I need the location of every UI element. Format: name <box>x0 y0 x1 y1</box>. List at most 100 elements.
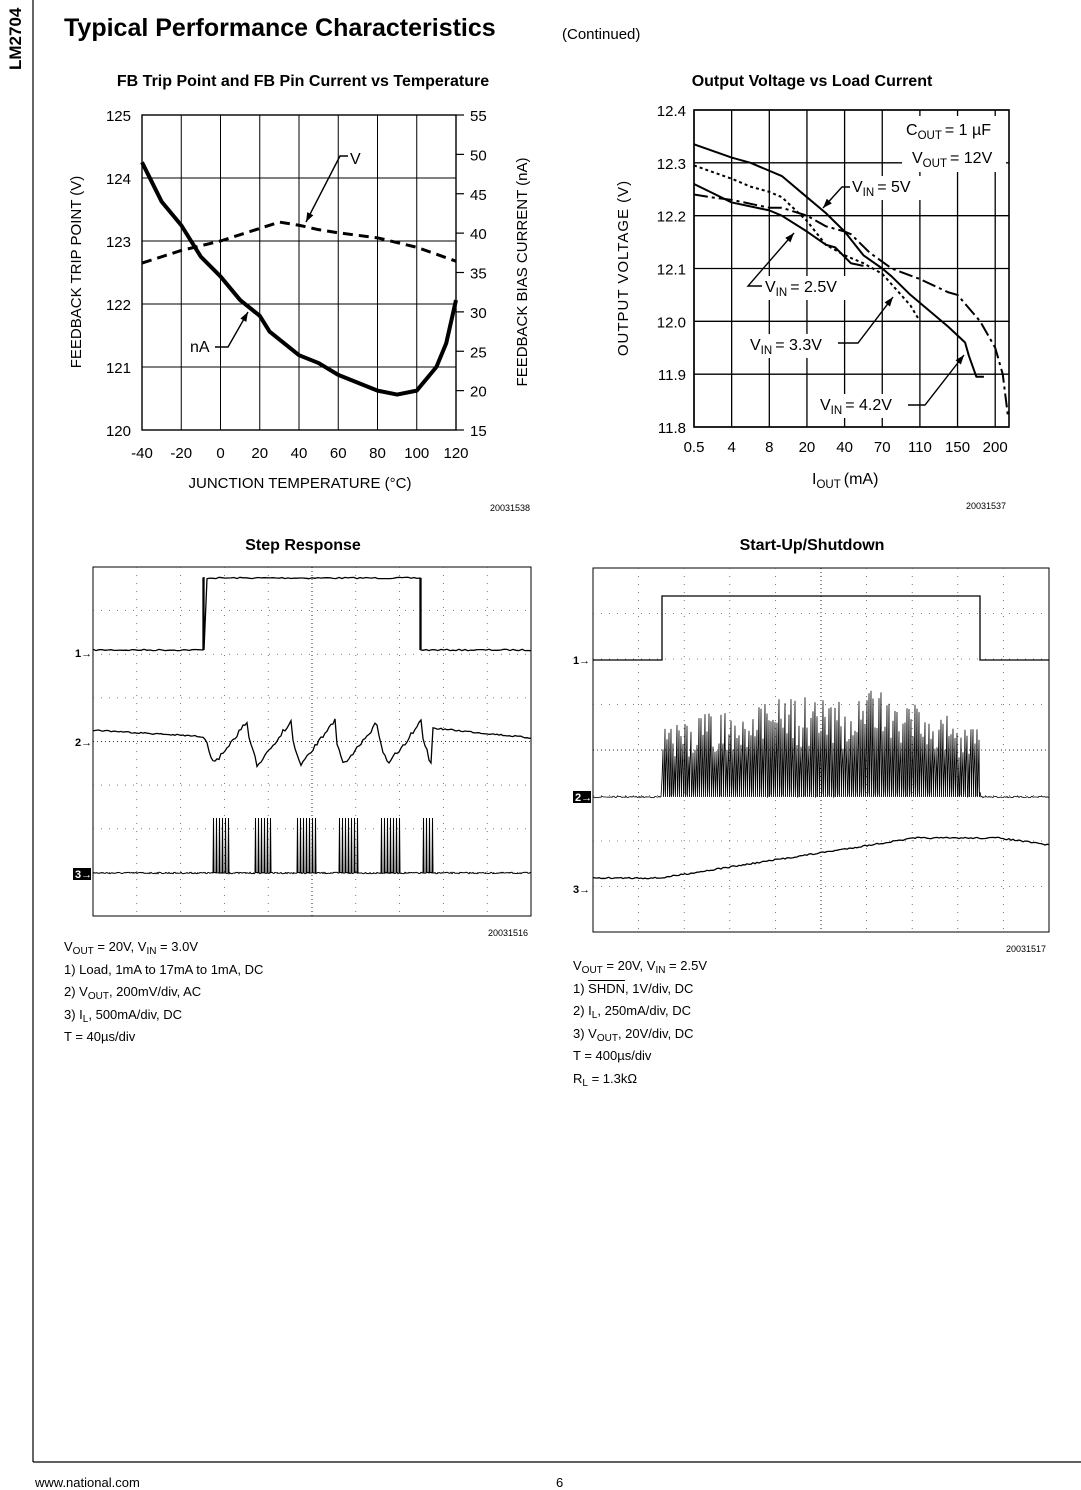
y-tick-label: 11.9 <box>658 367 686 384</box>
arrow-head-icon <box>785 233 794 243</box>
caption-text: R <box>573 1070 583 1086</box>
series-label-vin-3.3v: VIN = 3.3V <box>750 337 822 357</box>
series-label-vin-2.5v: VIN = 2.5V <box>765 279 837 299</box>
caption-line: 1) SHDN, 1V/div, DC <box>573 978 707 1001</box>
x-tick-label: 0 <box>216 445 224 462</box>
label-background <box>748 334 838 358</box>
y-tick-label: 121 <box>106 360 131 377</box>
caption-line: 2) VOUT, 200mV/div, AC <box>64 981 263 1004</box>
x-tick-label: 40 <box>836 439 853 456</box>
caption-text: , 20V/div, DC <box>617 1025 694 1041</box>
caption-text: 2) I <box>573 1003 592 1018</box>
x-tick-label: 60 <box>330 445 347 462</box>
text-part: (mA) <box>844 471 879 488</box>
figure-id: 20031516 <box>488 928 529 938</box>
channel-1-trace <box>593 595 1049 661</box>
leader-line <box>305 155 348 223</box>
channel-2-trace <box>592 690 1050 799</box>
channel-marker-3: 3→ <box>573 884 590 896</box>
y-tick-label: 124 <box>106 171 131 188</box>
figure-id: 20031517 <box>1006 944 1047 954</box>
series-line <box>693 183 864 267</box>
series-line-v <box>141 220 457 265</box>
caption-subscript: IN <box>655 965 666 976</box>
figure-id: 20031537 <box>966 501 1007 511</box>
caption-text: 2) V <box>64 984 88 999</box>
series-label-vin-4.2v: VIN = 4.2V <box>820 397 892 417</box>
y2-tick-label: 35 <box>470 266 487 283</box>
vout-load-chart: 0.5 4 8 20 40 70 110 150 200 11.8 11.9 12.0 12.1 12.2… <box>615 103 1010 491</box>
y-axis-title: FEEDBACK TRIP POINT (V) <box>68 176 85 369</box>
subscript: IN <box>831 405 843 417</box>
x-tick-label: 150 <box>945 439 970 456</box>
x-tick-label: 20 <box>799 439 816 456</box>
y-tick-label: 11.8 <box>658 420 686 437</box>
x-axis-title: IOUT (mA) <box>812 471 878 491</box>
plot-frame <box>141 114 457 431</box>
cout-annotation: COUT = 1 µF <box>906 122 991 142</box>
y2-tick-label: 50 <box>470 147 487 164</box>
caption-subscript: L <box>82 1013 89 1025</box>
text-part: = 5V <box>877 179 911 196</box>
x-tick-label: 100 <box>404 445 429 462</box>
subscript: OUT <box>923 158 947 170</box>
caption-line: VOUT = 20V, VIN = 3.0V <box>64 936 263 959</box>
arrow-head-icon <box>306 212 314 222</box>
y2-tick-label: 25 <box>470 344 487 361</box>
subscript: IN <box>776 287 788 299</box>
footer-website[interactable]: www.national.com <box>35 1475 140 1490</box>
step-response-title: Step Response <box>245 537 361 554</box>
caption-line: T = 40µs/div <box>64 1026 263 1049</box>
text-part: C <box>906 122 918 139</box>
caption-text: = 1.3kΩ <box>587 1070 638 1086</box>
vout-load-title: Output Voltage vs Load Current <box>691 73 933 90</box>
label-background <box>763 276 853 300</box>
caption-line: 2) IL, 250mA/div, DC <box>573 1000 707 1023</box>
text-part: V <box>852 179 863 196</box>
caption-text: 3) I <box>64 1006 83 1022</box>
caption-text: , 250mA/div, DC <box>597 1003 692 1018</box>
subscript: IN <box>761 345 773 357</box>
x-tick-label: 120 <box>443 445 468 462</box>
y2-tick-label: 20 <box>470 384 487 401</box>
step-response-scope: 1→ 2→ 3→ <box>73 566 532 917</box>
caption-text: , 200mV/div, AC <box>108 984 202 999</box>
arrow-head-icon <box>884 297 893 307</box>
series-label-v: V <box>350 151 361 168</box>
y2-tick-label: 30 <box>470 305 487 322</box>
text-part: = 1 µF <box>945 122 991 139</box>
leader-line <box>838 296 894 344</box>
y2-tick-label: 15 <box>470 423 487 440</box>
figure-id: 20031538 <box>490 503 531 513</box>
channel-marker-background <box>573 791 591 803</box>
caption-line: VOUT = 20V, VIN = 2.5V <box>573 955 707 978</box>
channel-2-trace <box>92 718 532 769</box>
subscript: IN <box>863 187 875 199</box>
vout-annotation: VOUT = 12V <box>912 150 993 170</box>
caption-text: , 1V/div, DC <box>625 980 694 996</box>
text-part: I <box>812 471 816 488</box>
text-part: V <box>765 279 776 296</box>
label-background <box>818 394 908 418</box>
leader-line <box>822 186 850 209</box>
caption-text: 3) V <box>573 1025 597 1041</box>
series-line-na <box>140 161 458 397</box>
series-label-na: nA <box>190 339 210 356</box>
caption-line: 3) IL, 500mA/div, DC <box>64 1004 263 1027</box>
plot-frame <box>693 109 1010 428</box>
arrow-head-icon <box>240 312 248 322</box>
x-tick-label: 110 <box>908 439 932 456</box>
subscript: OUT <box>816 479 840 491</box>
y2-axis-title: FEEDBACK BIAS CURRENT (nA) <box>514 158 531 387</box>
caption-text: V <box>573 958 582 973</box>
x-tick-label: 80 <box>369 445 386 462</box>
fb-trip-chart: -40 -20 0 20 40 60 80 100 120 120 121 122 123 124 125 1… <box>68 108 531 492</box>
caption-subscript: OUT <box>596 1032 618 1044</box>
channel-marker-background <box>73 868 91 880</box>
y2-tick-label: 40 <box>470 226 487 243</box>
arrow-head-icon <box>823 198 832 208</box>
series-line <box>693 143 984 378</box>
x-tick-label: -20 <box>170 445 192 462</box>
caption-subscript: OUT <box>87 991 109 1002</box>
